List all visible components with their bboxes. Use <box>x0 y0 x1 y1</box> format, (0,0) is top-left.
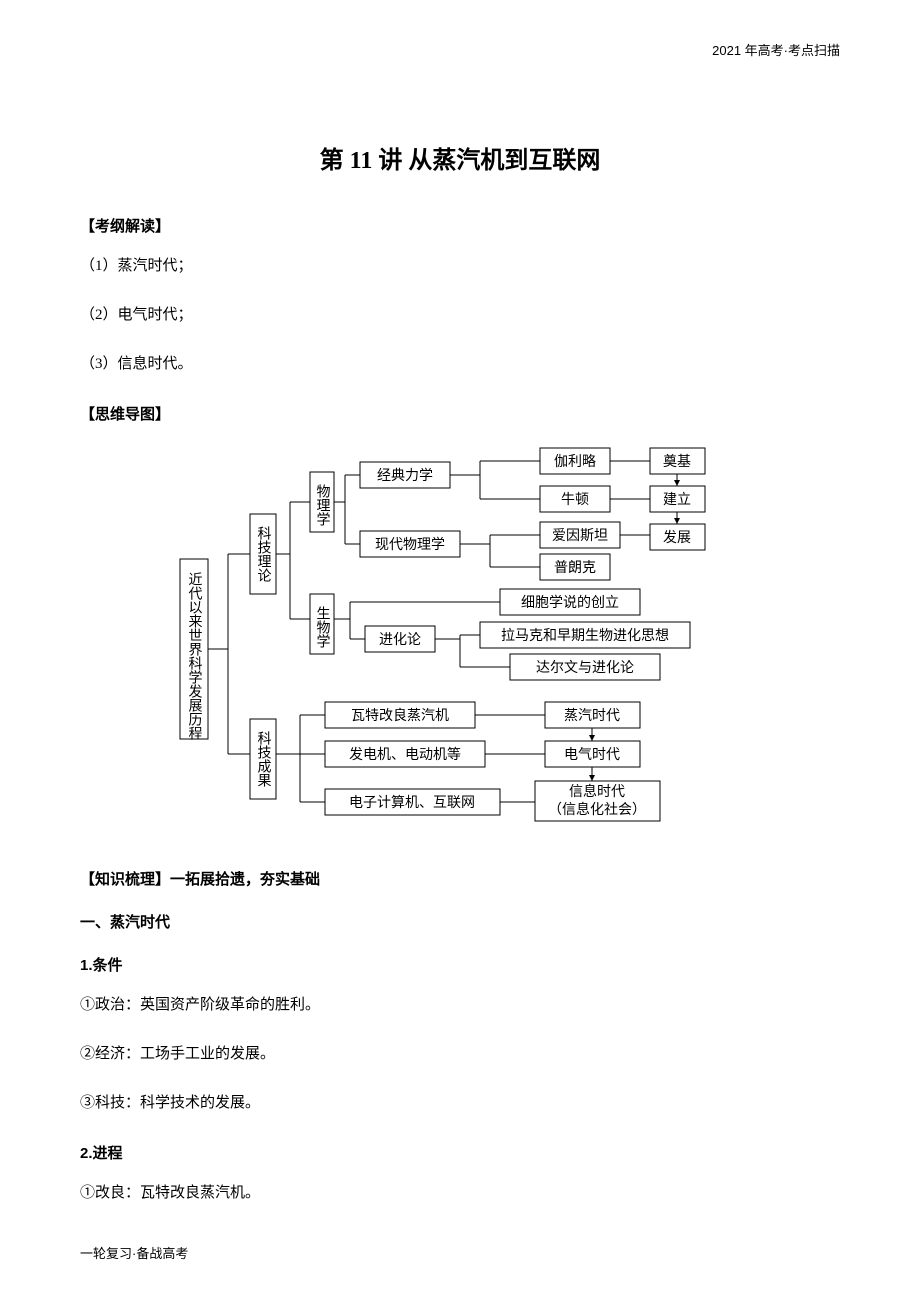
node-develop: 发展 <box>663 530 691 546</box>
node-physics: 物理学 <box>315 484 331 526</box>
node-classical: 经典力学 <box>377 468 433 484</box>
outline-item-3: （3）信息时代。 <box>80 354 840 375</box>
mindmap-diagram: 近代以来世界科学发展历程 科技理论 物理学 经典力学 伽利略 奠基 牛顿 建立 … <box>80 444 840 844</box>
footer-left: 一轮复习·备战高考 <box>80 1243 188 1262</box>
node-achievements: 科技成果 <box>256 731 272 787</box>
outline-item-1: （1）蒸汽时代； <box>80 256 840 277</box>
section-mindmap: 【思维导图】 <box>80 403 840 424</box>
header-right: 2021 年高考·考点扫描 <box>712 40 840 59</box>
section-steam-era: 一、蒸汽时代 <box>80 911 840 932</box>
node-einstein: 爱因斯坦 <box>552 528 608 544</box>
node-lamarck: 拉马克和早期生物进化思想 <box>501 628 669 644</box>
node-modern-physics: 现代物理学 <box>375 537 445 553</box>
node-planck: 普朗克 <box>554 560 596 576</box>
condition-1: ①政治：英国资产阶级革命的胜利。 <box>80 995 840 1016</box>
node-foundation: 奠基 <box>663 453 691 470</box>
node-steam-era: 蒸汽时代 <box>564 708 620 724</box>
node-establish: 建立 <box>663 492 691 508</box>
node-galileo: 伽利略 <box>554 454 596 470</box>
node-evolution: 进化论 <box>379 632 421 648</box>
outline-item-2: （2）电气时代； <box>80 305 840 326</box>
node-info-era-1: 信息时代 <box>569 783 625 800</box>
condition-2: ②经济：工场手工业的发展。 <box>80 1044 840 1065</box>
node-darwin: 达尔文与进化论 <box>536 660 634 676</box>
node-watt: 瓦特改良蒸汽机 <box>351 708 449 724</box>
section-knowledge: 【知识梳理】一拓展拾遗，夯实基础 <box>80 868 840 889</box>
condition-3: ③科技：科学技术的发展。 <box>80 1093 840 1114</box>
node-newton: 牛顿 <box>561 492 589 508</box>
page-title: 第 11 讲 从蒸汽机到互联网 <box>80 140 840 175</box>
node-cell-theory: 细胞学说的创立 <box>521 595 619 611</box>
subsection-process: 2.进程 <box>80 1142 840 1163</box>
node-biology: 生物学 <box>315 606 331 648</box>
node-generator: 发电机、电动机等 <box>349 746 461 763</box>
node-root: 近代以来世界科学发展历程 <box>187 572 203 741</box>
node-theory: 科技理论 <box>256 526 272 582</box>
process-1: ①改良：瓦特改良蒸汽机。 <box>80 1183 840 1204</box>
subsection-conditions: 1.条件 <box>80 954 840 975</box>
node-info-era-2: （信息化社会） <box>548 801 646 818</box>
node-electric-era: 电气时代 <box>564 747 620 763</box>
node-computer: 电子计算机、互联网 <box>349 795 475 811</box>
section-exam-outline: 【考纲解读】 <box>80 215 840 236</box>
